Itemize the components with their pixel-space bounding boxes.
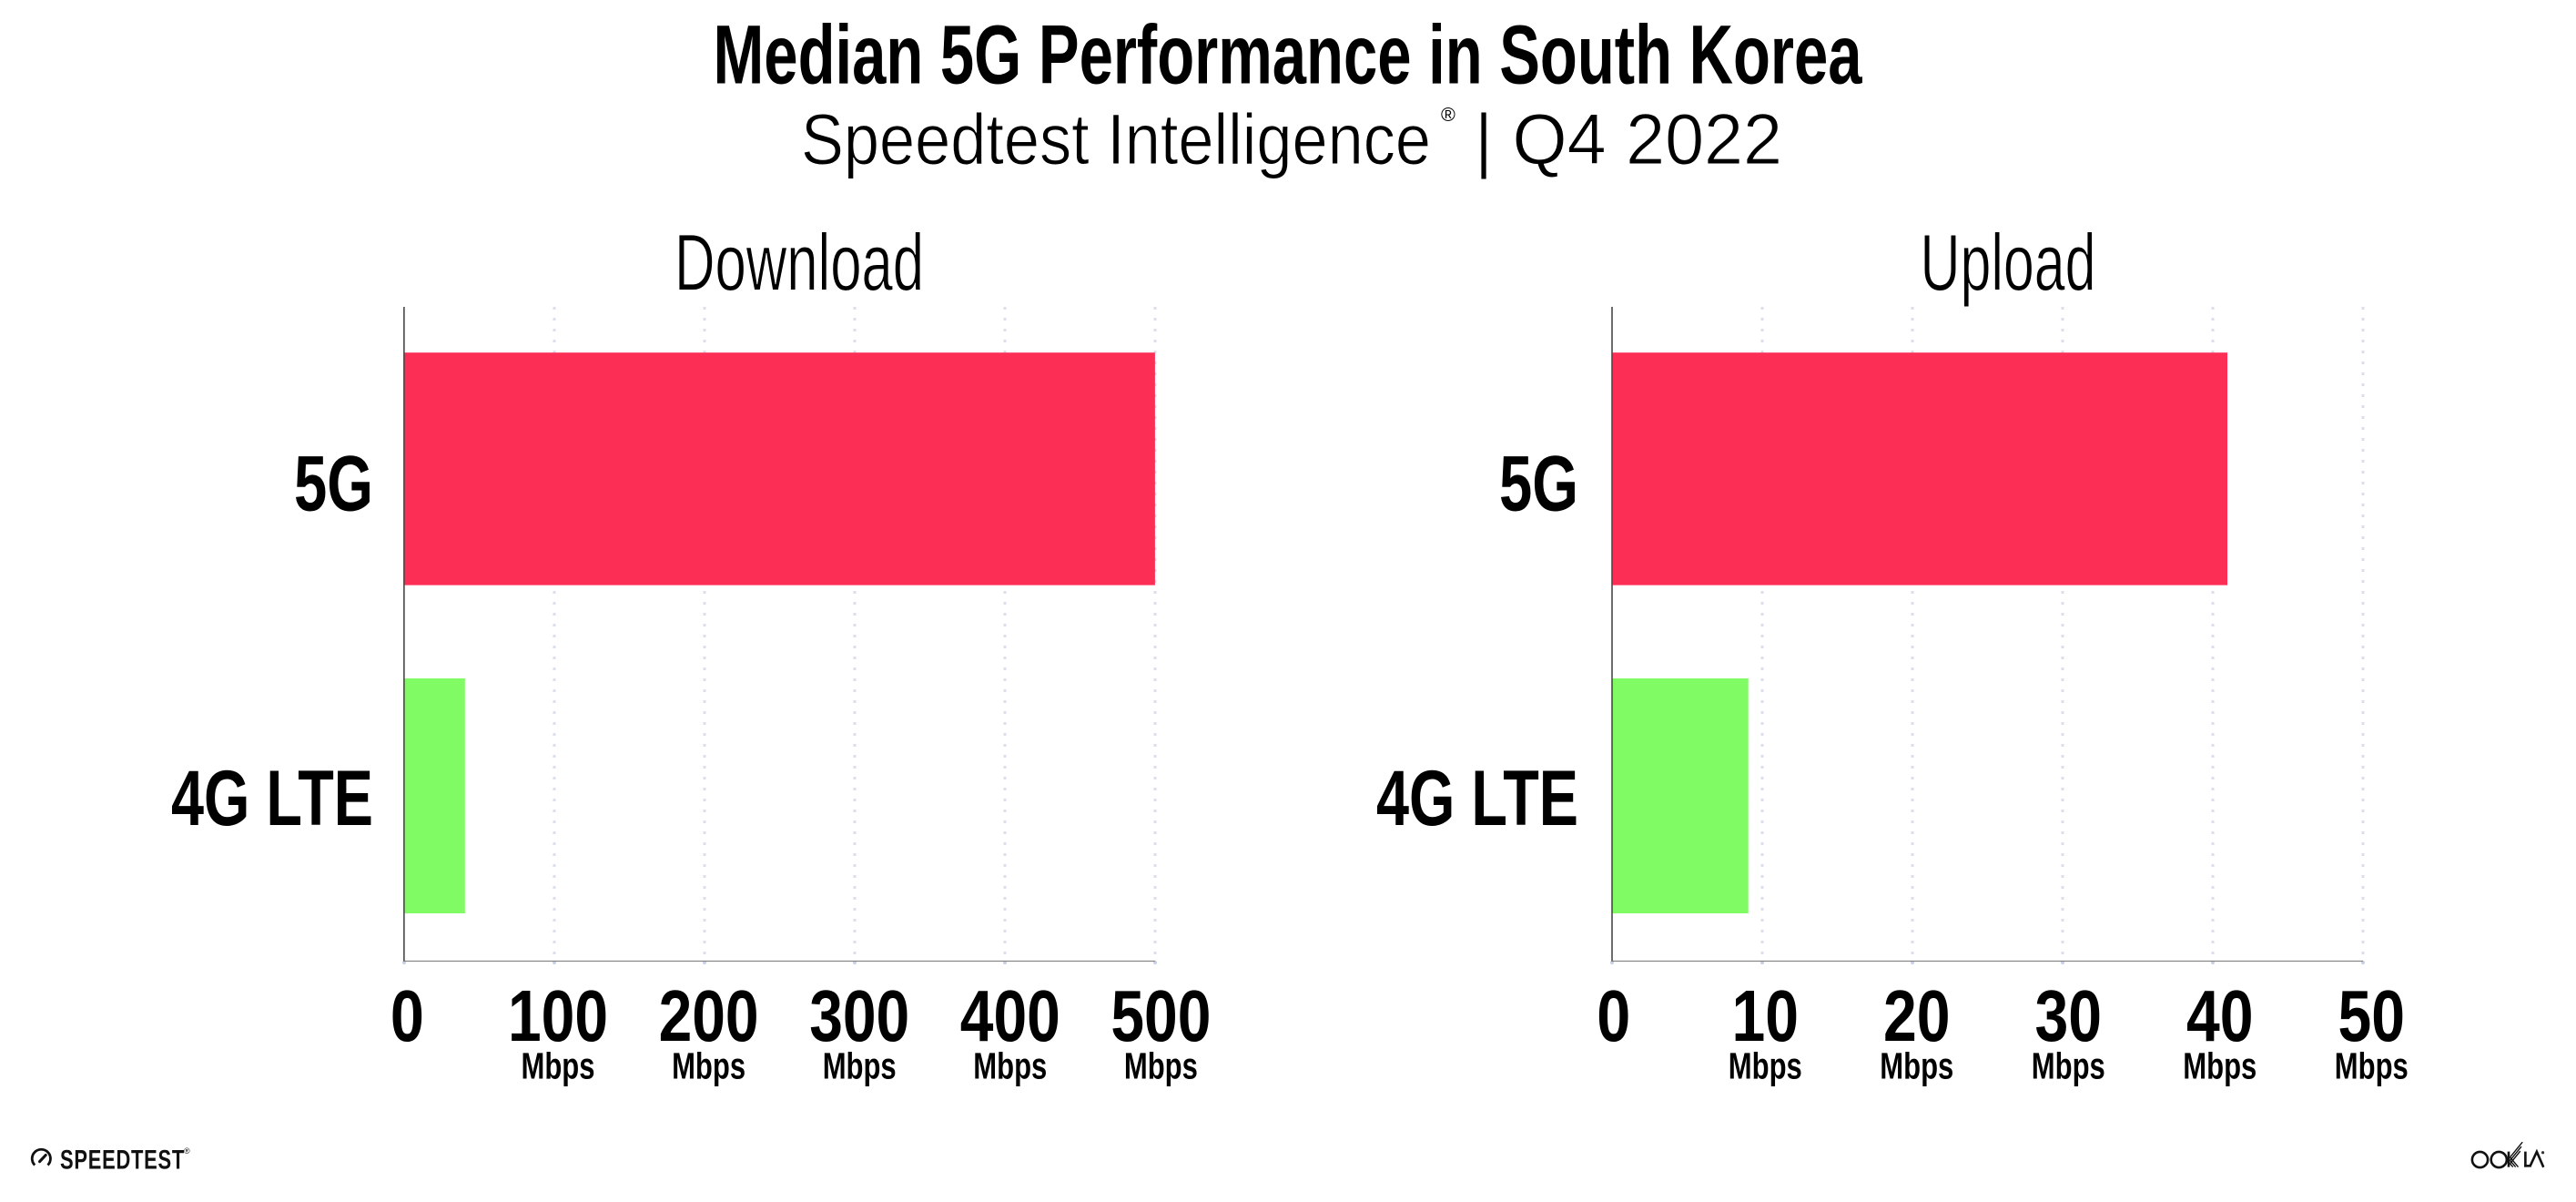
svg-text:Mbps: Mbps xyxy=(1124,1045,1198,1087)
svg-text:Median 5G Performance in South: Median 5G Performance in South Korea xyxy=(714,8,1863,101)
svg-text:Mbps: Mbps xyxy=(823,1045,897,1087)
svg-text:5G: 5G xyxy=(1499,441,1578,528)
svg-text:4G LTE: 4G LTE xyxy=(1376,755,1578,842)
svg-text:40: 40 xyxy=(2186,975,2254,1056)
svg-text:10: 10 xyxy=(1732,975,1800,1056)
svg-text:20: 20 xyxy=(1883,975,1951,1056)
svg-text:Mbps: Mbps xyxy=(522,1045,595,1087)
svg-text:®: ® xyxy=(1441,104,1455,126)
svg-text:Download: Download xyxy=(674,217,924,307)
svg-text:400: 400 xyxy=(960,975,1060,1056)
svg-text:200: 200 xyxy=(659,975,759,1056)
svg-text:0: 0 xyxy=(1597,975,1630,1056)
svg-text:30: 30 xyxy=(2035,975,2103,1056)
svg-text:100: 100 xyxy=(508,975,608,1056)
svg-text:Mbps: Mbps xyxy=(2335,1045,2409,1087)
svg-text:| Q4 2022: | Q4 2022 xyxy=(1475,99,1782,179)
svg-text:Mbps: Mbps xyxy=(672,1045,745,1087)
svg-text:®: ® xyxy=(184,1146,190,1156)
svg-text:500: 500 xyxy=(1111,975,1211,1056)
svg-text:Mbps: Mbps xyxy=(2183,1045,2257,1087)
svg-text:5G: 5G xyxy=(294,441,373,528)
svg-text:Speedtest Intelligence: Speedtest Intelligence xyxy=(801,99,1431,179)
svg-text:0: 0 xyxy=(390,975,424,1056)
svg-text:Upload: Upload xyxy=(1921,217,2096,307)
svg-text:4G LTE: 4G LTE xyxy=(171,755,373,842)
svg-text:Mbps: Mbps xyxy=(1880,1045,1953,1087)
svg-text:Mbps: Mbps xyxy=(2032,1045,2105,1087)
svg-text:SPEEDTEST: SPEEDTEST xyxy=(60,1145,185,1175)
svg-text:50: 50 xyxy=(2338,975,2406,1056)
svg-text:Mbps: Mbps xyxy=(1729,1045,1802,1087)
svg-text:Mbps: Mbps xyxy=(973,1045,1047,1087)
svg-text:300: 300 xyxy=(809,975,909,1056)
